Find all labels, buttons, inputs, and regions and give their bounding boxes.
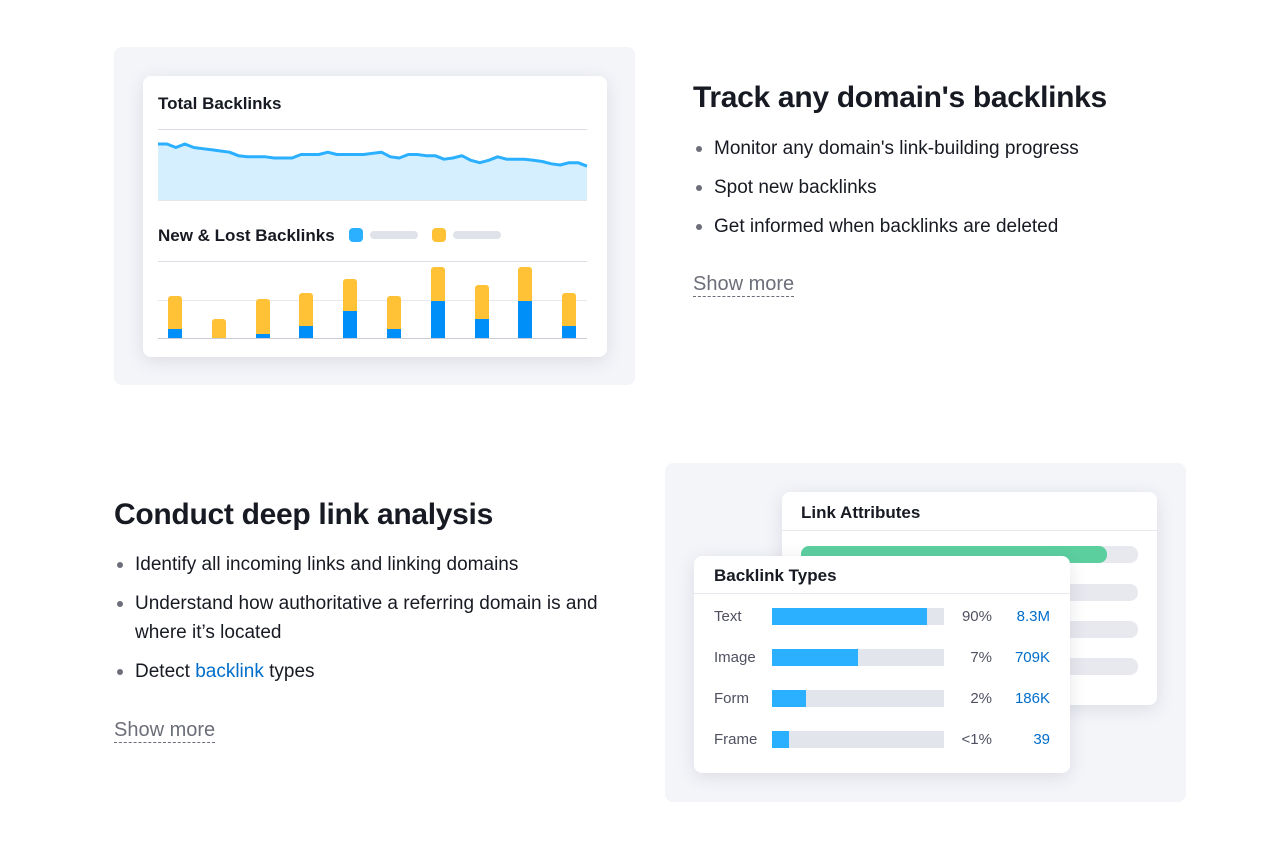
total-backlinks-chart xyxy=(158,142,588,201)
bar-lost-segment xyxy=(299,293,314,326)
row-percent: 90% xyxy=(961,608,992,625)
total-backlinks-line xyxy=(158,142,588,168)
bar-lost-segment xyxy=(387,295,401,330)
show-more-link-track[interactable]: Show more xyxy=(693,273,795,297)
bar-new-segment xyxy=(168,329,182,339)
total-backlinks-title: Total Backlinks xyxy=(158,94,282,113)
bar-lost-segment xyxy=(430,266,445,301)
row-bar xyxy=(772,608,944,625)
bar-lost-segment xyxy=(562,293,577,326)
legend-lost-placeholder xyxy=(453,231,501,239)
bullet-text: types xyxy=(263,661,315,682)
bullet-item: Get informed when backlinks are deleted xyxy=(694,212,1214,241)
row-label: Frame xyxy=(714,731,758,748)
bullet-item: Identify all incoming links and linking … xyxy=(115,550,615,579)
bar-new-segment xyxy=(343,311,358,339)
bar-lost-segment xyxy=(211,318,226,339)
legend-new-swatch xyxy=(349,228,363,242)
link-attributes-title: Link Attributes xyxy=(801,503,921,522)
backlink-types-divider xyxy=(694,593,1070,594)
deep-link-analysis-bullets: Identify all incoming links and linking … xyxy=(115,550,615,696)
row-bar xyxy=(772,731,944,748)
bar-lost-segment xyxy=(474,284,489,319)
bar-new-segment xyxy=(430,300,445,339)
row-bar-fill xyxy=(772,690,807,707)
legend-new-placeholder xyxy=(370,231,418,239)
bullet-item: Detect backlink types xyxy=(115,657,615,686)
bar-new-segment xyxy=(474,318,489,339)
bullet-text: Detect xyxy=(135,661,196,682)
track-backlinks-bullets: Monitor any domain's link-building progr… xyxy=(694,134,1214,251)
row-percent: 7% xyxy=(970,649,992,666)
row-count-link[interactable]: 8.3M xyxy=(1016,608,1050,625)
row-bar-fill xyxy=(772,649,858,666)
row-count-link[interactable]: 39 xyxy=(1033,731,1050,748)
show-more-link-analysis[interactable]: Show more xyxy=(114,719,216,743)
bar-new-segment xyxy=(562,325,577,339)
row-percent: 2% xyxy=(970,690,992,707)
bar-new-segment xyxy=(255,334,270,339)
row-label: Form xyxy=(714,690,749,707)
backlink-types-title: Backlink Types xyxy=(714,566,837,585)
bar-chart-gridline-top xyxy=(158,261,587,262)
total-backlinks-gridline xyxy=(158,129,587,130)
backlink-types-card: Backlink Types Text 90% 8.3M Image 7% 70… xyxy=(694,556,1070,773)
row-label: Text xyxy=(714,608,742,625)
bar-chart-baseline xyxy=(158,338,587,339)
bar-lost-segment xyxy=(168,295,182,330)
deep-link-analysis-heading: Conduct deep link analysis xyxy=(114,498,493,531)
row-bar-fill xyxy=(772,608,927,625)
row-count-link[interactable]: 186K xyxy=(1014,690,1050,707)
new-lost-backlinks-title: New & Lost Backlinks xyxy=(158,226,335,245)
bar-new-segment xyxy=(387,329,401,339)
bar-lost-segment xyxy=(518,266,533,301)
bullet-item: Monitor any domain's link-building progr… xyxy=(694,134,1214,163)
row-bar-fill xyxy=(772,731,790,748)
bar-new-segment xyxy=(299,325,314,339)
bar-new-segment xyxy=(518,300,533,339)
row-percent: <1% xyxy=(961,731,992,748)
backlinks-overview-card: Total Backlinks New & Lost Backlinks xyxy=(143,76,607,357)
row-bar xyxy=(772,649,944,666)
row-label: Image xyxy=(714,649,756,666)
bar-chart-gridline-mid xyxy=(158,300,587,301)
backlink-link[interactable]: backlink xyxy=(195,661,264,682)
link-attributes-divider xyxy=(782,530,1157,531)
track-backlinks-heading: Track any domain's backlinks xyxy=(693,81,1107,114)
row-count-link[interactable]: 709K xyxy=(1014,649,1050,666)
bar-lost-segment xyxy=(255,299,270,335)
bar-lost-segment xyxy=(343,278,358,312)
new-lost-bar-chart xyxy=(158,261,587,339)
bullet-item: Understand how authoritative a referring… xyxy=(115,589,615,647)
row-bar xyxy=(772,690,944,707)
bullet-item: Spot new backlinks xyxy=(694,173,1214,202)
legend-lost-swatch xyxy=(432,228,446,242)
